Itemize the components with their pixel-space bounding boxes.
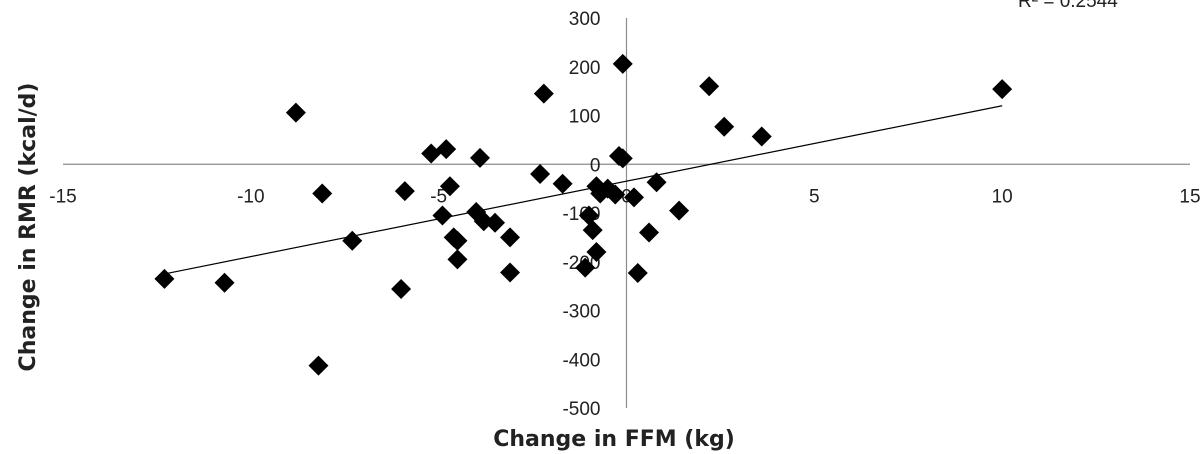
data-point — [500, 227, 521, 248]
data-point — [646, 172, 667, 193]
x-tick-label: -15 — [49, 186, 76, 207]
y-tick-label: -500 — [562, 399, 600, 420]
data-point — [342, 230, 363, 251]
data-point — [308, 355, 329, 376]
data-point — [582, 220, 603, 241]
data-point — [699, 76, 720, 97]
y-tick-label: -400 — [562, 350, 600, 371]
data-point — [469, 147, 490, 168]
data-point — [447, 249, 468, 270]
y-tick-label: -300 — [562, 302, 600, 323]
data-point — [214, 272, 235, 293]
data-point — [992, 79, 1013, 100]
data-point — [552, 173, 573, 194]
y-tick-label: 200 — [569, 58, 601, 79]
data-point — [436, 139, 457, 160]
y-tick-label: 100 — [569, 107, 601, 128]
data-point — [669, 200, 690, 221]
x-axis-title: Change in FFM (kg) — [493, 427, 735, 452]
x-tick-label: 10 — [992, 186, 1013, 207]
data-point — [394, 181, 415, 202]
y-tick-label: 300 — [569, 9, 601, 30]
x-tick-label: 15 — [1179, 186, 1200, 207]
x-tick-label: -10 — [237, 186, 264, 207]
y-tick-label: 0 — [590, 155, 601, 176]
x-tick-labels: -15-10-5051015 — [49, 186, 1200, 207]
data-point — [530, 164, 551, 184]
data-point — [500, 262, 521, 283]
data-point — [447, 230, 468, 251]
data-point — [154, 268, 175, 289]
data-point — [575, 257, 596, 278]
data-point — [421, 143, 442, 164]
data-point — [285, 102, 306, 123]
x-tick-label: -5 — [430, 186, 447, 207]
data-point — [533, 83, 554, 104]
data-point — [485, 212, 506, 233]
data-point — [612, 148, 633, 169]
data-point — [586, 242, 607, 262]
data-point — [714, 116, 735, 137]
x-tick-label: 5 — [809, 186, 820, 207]
data-point — [578, 205, 599, 226]
data-point — [605, 184, 626, 205]
data-point — [439, 176, 460, 197]
data-point — [391, 279, 412, 300]
r-squared-label: R² = 0.2544 — [1018, 0, 1118, 12]
data-point — [624, 187, 645, 208]
linear-trendline — [164, 105, 1003, 275]
data-point — [612, 53, 633, 74]
data-point — [639, 222, 660, 243]
data-point — [751, 126, 772, 147]
axes — [63, 18, 1190, 408]
data-point — [432, 205, 453, 226]
data-points — [154, 53, 1013, 376]
data-point — [312, 183, 333, 204]
data-point — [627, 262, 648, 283]
y-axis-title: Change in RMR (kcal/d) — [16, 83, 41, 372]
